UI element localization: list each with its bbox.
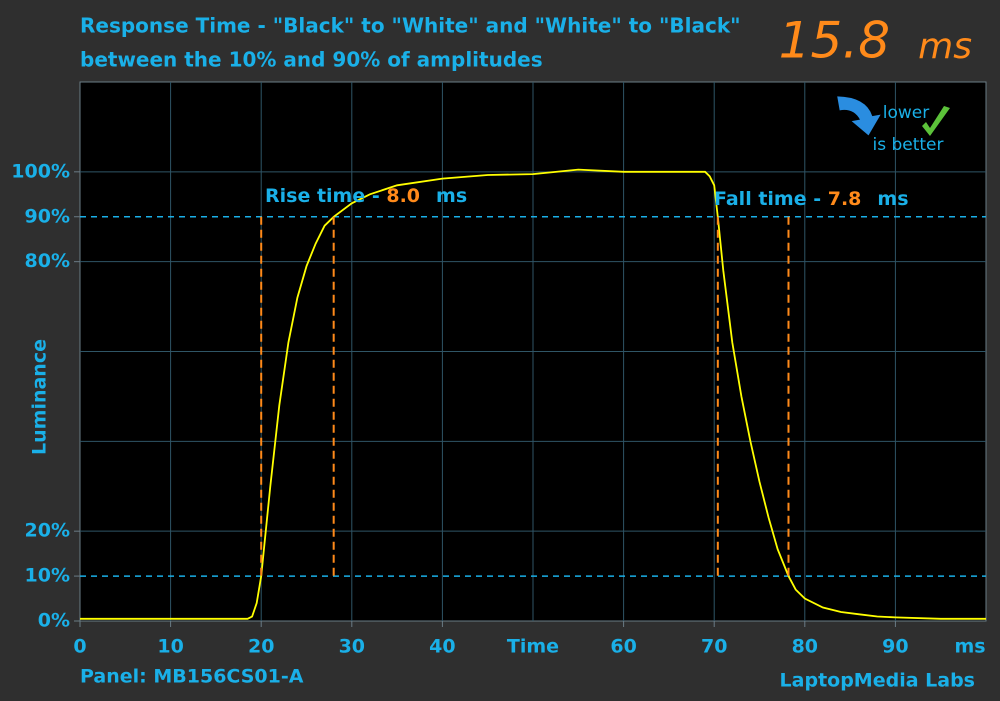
x-tick-label: 80: [792, 636, 818, 658]
brand-label: LaptopMedia Labs: [780, 670, 975, 692]
rise-value: 8.0: [386, 185, 420, 207]
panel-label: Panel: MB156CS01-A: [80, 666, 304, 688]
chart-title: Response Time - "Black" to "White" and "…: [80, 14, 741, 38]
x-tick-label: 90: [882, 636, 908, 658]
x-tick-label: 60: [610, 636, 636, 658]
x-axis-label: Time: [507, 636, 559, 658]
chart-subtitle: between the 10% and 90% of amplitudes: [80, 48, 543, 72]
y-tick-label: 10%: [25, 565, 70, 587]
x-tick-label: 10: [157, 636, 183, 658]
rise-unit: ms: [436, 185, 467, 207]
grid: [80, 82, 986, 621]
rise-label: Rise time -: [265, 185, 386, 207]
fall-unit: ms: [877, 188, 908, 210]
badge-line2: is better: [872, 135, 943, 155]
rise-annotation: Rise time - 8.0 ms: [265, 185, 467, 207]
y-tick-label: 100%: [11, 160, 70, 182]
x-tick-label: 40: [429, 636, 455, 658]
y-tick-label: 20%: [25, 520, 70, 542]
x-tick-label: 30: [339, 636, 365, 658]
y-tick-label: 80%: [25, 250, 70, 272]
y-tick-label: 0%: [38, 610, 70, 632]
headline-unit: ms: [918, 26, 972, 67]
fall-value: 7.8: [828, 188, 862, 210]
x-tick-label: 0: [73, 636, 86, 658]
fall-annotation: Fall time - 7.8 ms: [714, 188, 909, 210]
y-axis-label: Luminance: [29, 339, 51, 455]
badge-line1: lower: [883, 103, 929, 123]
y-tick-label: 90%: [25, 205, 70, 227]
signal-line: [80, 168, 986, 620]
x-tick-label: 70: [701, 636, 727, 658]
fall-label: Fall time -: [714, 188, 828, 210]
x-unit-label: ms: [954, 636, 985, 658]
badge-icon: [837, 96, 950, 136]
x-tick-label: 20: [248, 636, 274, 658]
headline-value: 15.8: [779, 12, 890, 70]
